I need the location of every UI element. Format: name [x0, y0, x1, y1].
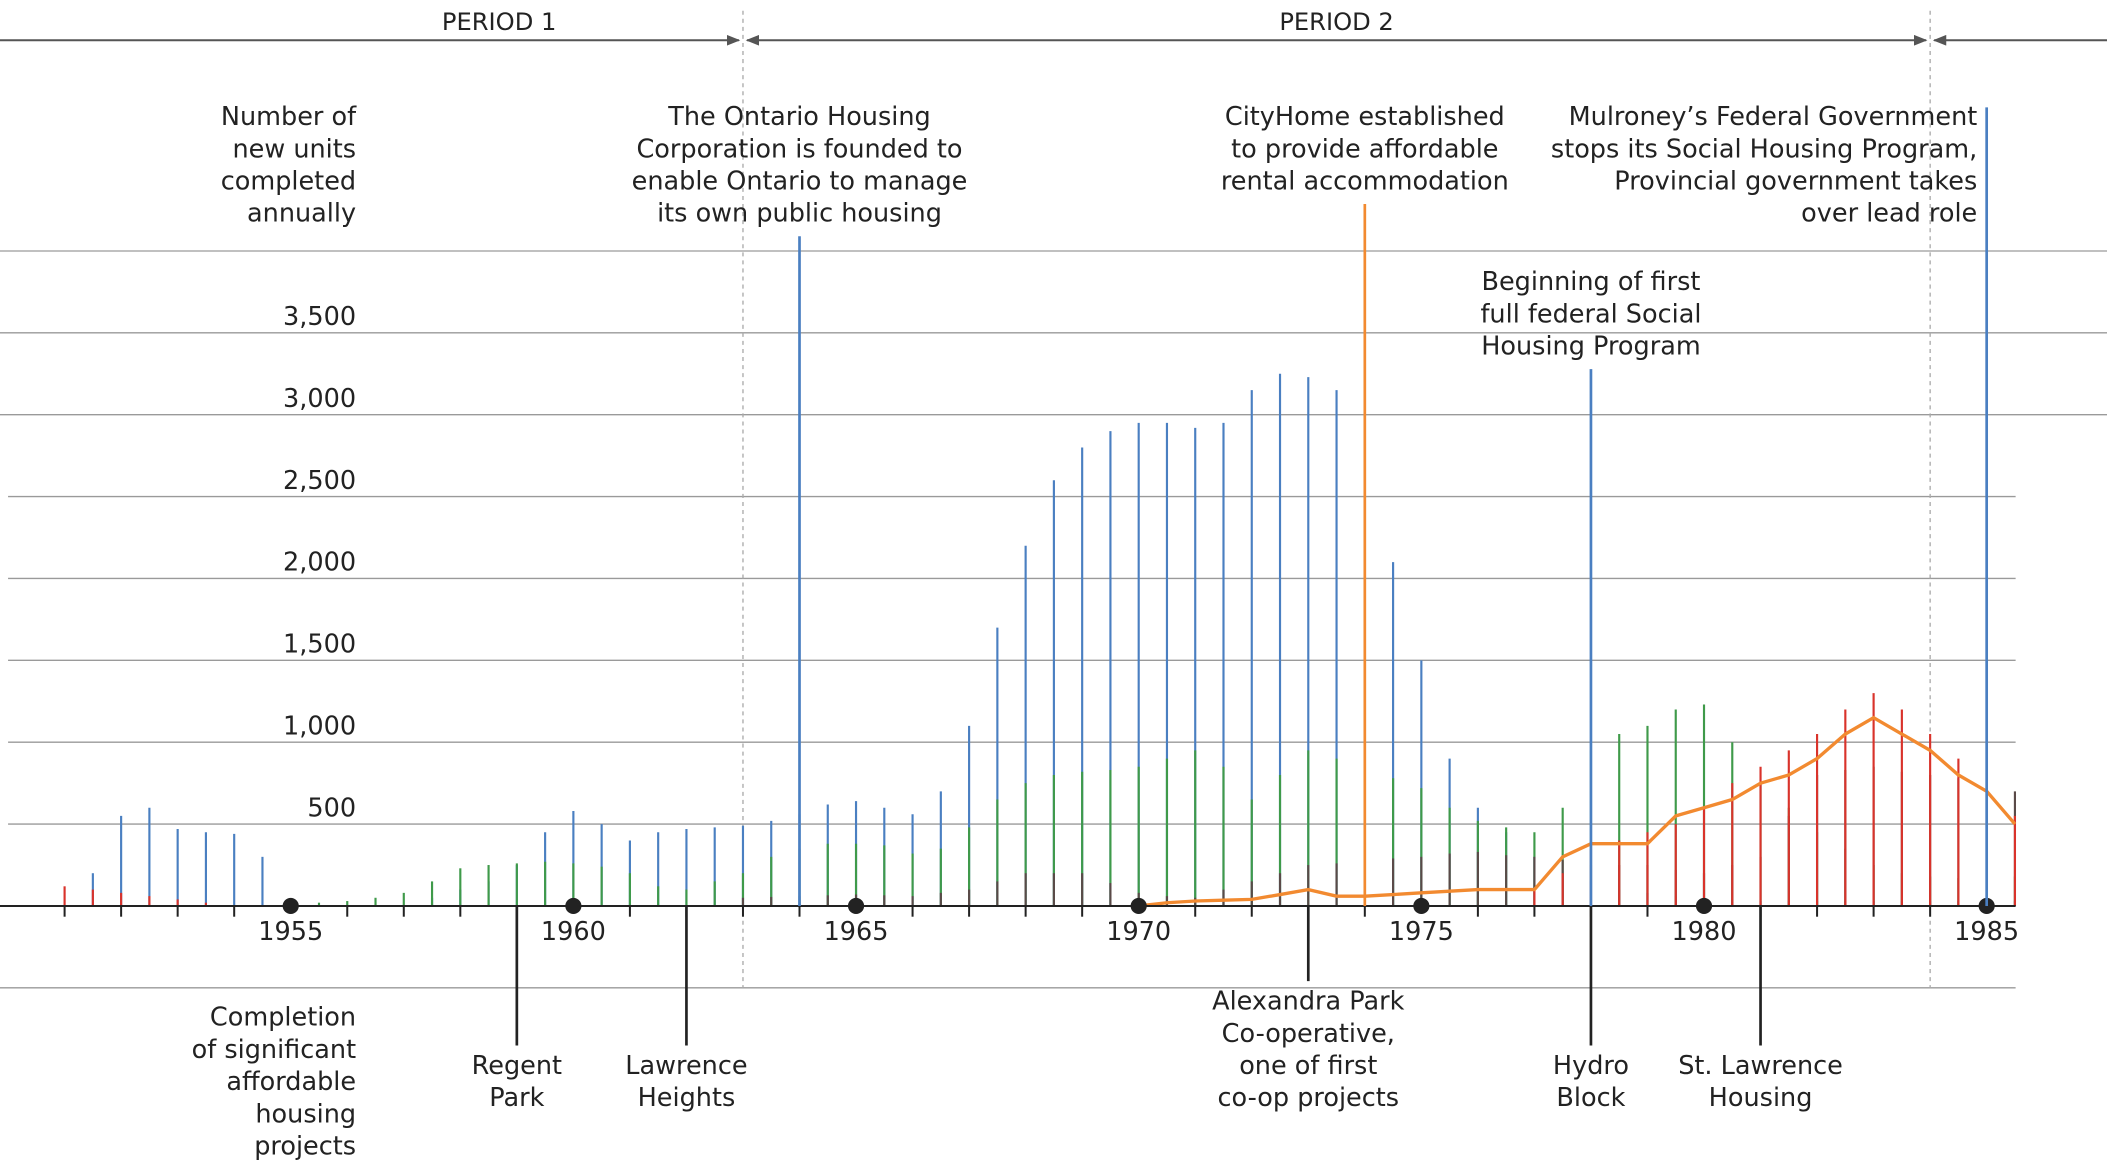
- x-tick-label: 1970: [1106, 917, 1171, 947]
- projects-label: projects: [254, 1132, 356, 1162]
- x-tick-dot: [282, 897, 299, 915]
- project-label: Hydro: [1553, 1051, 1629, 1081]
- x-tick-label: 1960: [541, 917, 606, 947]
- project-label: Block: [1556, 1083, 1625, 1113]
- annotation-text: rental accommodation: [1221, 167, 1509, 197]
- period-label: PERIOD 2: [1279, 8, 1393, 36]
- project-label: Alexandra Park: [1212, 987, 1405, 1017]
- annotation-text: Provincial government takes: [1614, 167, 1977, 197]
- annotation-text: Beginning of first: [1481, 267, 1700, 297]
- projects-label: of significant: [192, 1035, 356, 1065]
- annotation-text: enable Ontario to manage: [632, 167, 968, 197]
- x-tick-dot: [1413, 897, 1430, 915]
- series-line: [1138, 715, 2017, 908]
- project-label: Park: [489, 1083, 544, 1113]
- y-axis-title: new units: [233, 134, 357, 164]
- x-tick-label: 1975: [1389, 917, 1454, 947]
- x-tick-label: 1985: [1954, 917, 2019, 947]
- projects-label: Completion: [210, 1003, 356, 1033]
- project-label: one of first: [1239, 1051, 1377, 1081]
- y-tick-label: 500: [307, 793, 356, 823]
- annotation-text: over lead role: [1801, 199, 1977, 229]
- y-tick-label: 2,500: [283, 466, 356, 496]
- x-tick-dot: [565, 897, 582, 915]
- annotation-text: to provide affordable: [1231, 134, 1498, 164]
- y-tick-label: 3,000: [283, 384, 356, 414]
- project-label: Housing: [1709, 1083, 1813, 1113]
- project-label: Lawrence: [625, 1051, 747, 1081]
- x-tick-label: 1955: [258, 917, 323, 947]
- annotation-text: The Ontario Housing: [667, 102, 930, 132]
- x-tick-label: 1965: [824, 917, 889, 947]
- project-label: co-op projects: [1218, 1083, 1400, 1113]
- y-tick-label: 3,500: [283, 302, 356, 332]
- projects-label: housing: [255, 1099, 356, 1129]
- projects-label: affordable: [226, 1067, 356, 1097]
- period-label: PERIOD 1: [442, 8, 556, 36]
- annotation-text: full federal Social: [1480, 299, 1701, 329]
- annotation-text: Corporation is founded to: [636, 134, 962, 164]
- y-axis-title: completed: [221, 167, 356, 197]
- project-label: Heights: [638, 1083, 736, 1113]
- y-tick-label: 1,500: [283, 630, 356, 660]
- annotation-text: stops its Social Housing Program,: [1551, 134, 1977, 164]
- x-tick-dot: [1130, 897, 1147, 915]
- y-axis-title: annually: [247, 199, 356, 229]
- y-axis-title: Number of: [221, 102, 357, 132]
- annotation-text: its own public housing: [657, 199, 942, 229]
- annotation-text: Housing Program: [1481, 332, 1700, 362]
- x-tick-label: 1980: [1672, 917, 1737, 947]
- annotation-text: CityHome established: [1225, 102, 1505, 132]
- y-tick-label: 1,000: [283, 711, 356, 741]
- project-label: Regent: [472, 1051, 562, 1081]
- project-label: Co-operative,: [1222, 1019, 1395, 1049]
- x-tick-dot: [1695, 897, 1713, 915]
- project-label: St. Lawrence: [1678, 1051, 1843, 1081]
- x-tick-dot: [847, 897, 865, 915]
- annotation-text: Mulroney’s Federal Government: [1569, 102, 1978, 132]
- y-tick-label: 2,000: [283, 548, 356, 578]
